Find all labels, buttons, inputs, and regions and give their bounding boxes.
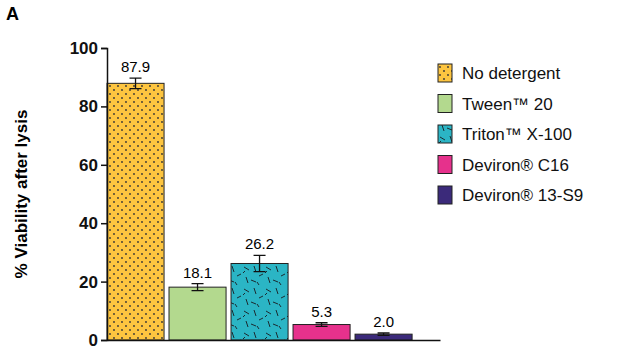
bars <box>107 78 412 340</box>
y-axis: 0 20 40 60 80 100 <box>70 39 108 350</box>
tick-mark <box>101 223 107 225</box>
legend-entry: No detergent <box>438 64 561 83</box>
tick-label: 0 <box>89 331 98 350</box>
data-labels: 87.9 18.1 26.2 5.3 2.0 <box>121 58 394 330</box>
tick-label: 80 <box>79 97 98 116</box>
legend-swatch <box>438 156 452 174</box>
legend-swatch <box>438 186 452 204</box>
tick-mark <box>101 281 107 283</box>
data-label: 2.0 <box>373 313 394 330</box>
data-label: 87.9 <box>121 58 150 75</box>
tick: 100 <box>70 39 107 58</box>
y-axis-line <box>101 49 108 341</box>
legend-entry: Deviron® C16 <box>438 156 569 175</box>
data-label: 26.2 <box>245 235 274 252</box>
x-axis <box>108 340 441 341</box>
tick: 20 <box>79 273 107 292</box>
legend-label: Deviron® 13-S9 <box>462 186 583 205</box>
x-axis-line <box>108 340 441 342</box>
chart: A % Viability after lysis 87.9 18.1 26.2 5.3 2… <box>0 0 620 350</box>
tick-mark <box>101 340 107 342</box>
tick-mark <box>101 106 107 108</box>
legend-label: No detergent <box>462 64 561 83</box>
bar <box>231 263 288 340</box>
legend-swatch <box>438 125 452 143</box>
tick: 40 <box>79 214 107 233</box>
error-bar <box>130 78 142 89</box>
legend-label: Triton™ X-100 <box>462 125 572 144</box>
legend-entry: Triton™ X-100 <box>438 125 572 144</box>
legend: No detergent Tween™ 20 Triton™ X-100 Deviro… <box>438 64 583 205</box>
tick-label: 20 <box>79 273 98 292</box>
tick: 80 <box>79 97 107 116</box>
panel-label: A <box>6 4 19 24</box>
y-axis-title: % Viability after lysis <box>12 110 31 279</box>
tick: 0 <box>89 331 107 350</box>
error-bar <box>254 255 266 271</box>
legend-label: Tween™ 20 <box>462 95 553 114</box>
data-label: 5.3 <box>311 303 332 320</box>
data-label: 18.1 <box>183 264 212 281</box>
legend-entry: Tween™ 20 <box>438 95 553 114</box>
error-bar <box>192 284 204 291</box>
legend-swatch <box>438 95 452 113</box>
tick-label: 40 <box>79 214 98 233</box>
tick-mark <box>101 48 107 50</box>
error-bar <box>316 323 328 327</box>
legend-label: Deviron® C16 <box>462 156 569 175</box>
bar <box>107 83 164 340</box>
error-bar <box>378 333 390 335</box>
tick: 60 <box>79 156 107 175</box>
legend-swatch <box>438 64 452 82</box>
bar <box>169 287 226 340</box>
legend-entry: Deviron® 13-S9 <box>438 186 583 205</box>
tick-mark <box>101 165 107 167</box>
tick-label: 60 <box>79 156 98 175</box>
tick-label: 100 <box>70 39 98 58</box>
